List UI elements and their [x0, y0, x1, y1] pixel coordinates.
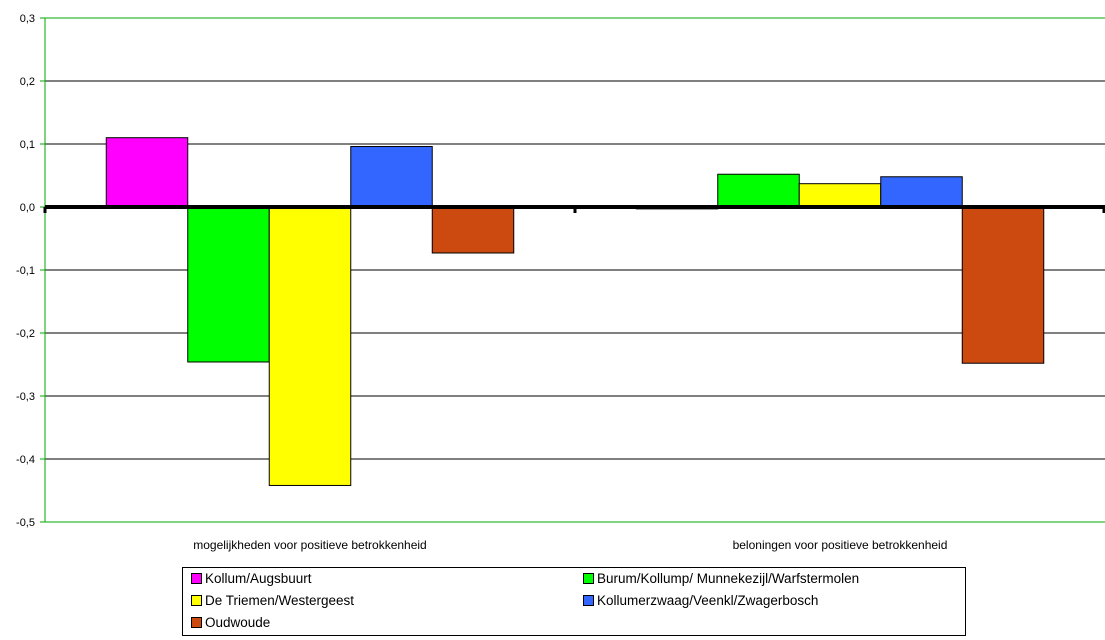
bar: [105, 137, 189, 208]
bar: [961, 206, 1045, 364]
legend-label: De Triemen/Westergeest: [205, 593, 355, 608]
y-tick-label: -0,1: [16, 265, 35, 277]
legend-swatch: [583, 594, 594, 606]
bar: [268, 206, 352, 486]
y-tick-label: -0,3: [16, 391, 35, 403]
axis-labels: 0,3 0,2 0,1 0,0 -0,1 -0,2 -0,3 -0,4 -0,5 mogelijk…: [16, 13, 947, 552]
legend-item-de-triemen: De Triemen/Westergeest: [191, 592, 354, 610]
y-tick-label: 0,3: [20, 13, 35, 25]
legend-swatch: [191, 572, 202, 584]
y-tick-label: 0,2: [20, 76, 35, 88]
legend-swatch: [583, 572, 594, 584]
bar: [350, 146, 433, 208]
axes: [40, 17, 1105, 523]
y-tick-label: -0,5: [16, 517, 35, 529]
legend-label: Kollum/Augsbuurt: [205, 571, 312, 586]
y-tick-label: 0,1: [20, 139, 35, 151]
legend-item-kollumerzwaag: Kollumerzwaag/Veenkl/Zwagerbosch: [583, 592, 818, 610]
bar: [880, 176, 963, 208]
legend-label: Kollumerzwaag/Veenkl/Zwagerbosch: [597, 593, 819, 608]
legend-swatch: [191, 616, 202, 628]
bar: [187, 206, 270, 363]
legend-item-oudwoude: Oudwoude: [191, 614, 270, 632]
y-tick-label: -0,4: [16, 454, 35, 466]
y-tick-label: 0,0: [20, 202, 35, 214]
bar: [431, 206, 515, 254]
y-tick-label: -0,2: [16, 328, 35, 340]
bars: [105, 137, 1045, 486]
x-category-label: mogelijkheden voor positieve betrokkenhe…: [193, 538, 426, 552]
legend-label: Oudwoude: [205, 615, 271, 630]
legend-label: Burum/Kollump/ Munnekezijl/Warfstermolen: [597, 571, 860, 586]
bar: [717, 173, 800, 208]
legend-item-burum: Burum/Kollump/ Munnekezijl/Warfstermolen: [583, 570, 859, 588]
legend-swatch: [191, 594, 202, 606]
legend: Kollum/Augsbuurt Burum/Kollump/ Munnekez…: [182, 567, 966, 636]
bar: [798, 183, 882, 208]
legend-item-kollum: Kollum/Augsbuurt: [191, 570, 312, 588]
x-category-label: beloningen voor positieve betrokkenheid: [733, 538, 948, 552]
